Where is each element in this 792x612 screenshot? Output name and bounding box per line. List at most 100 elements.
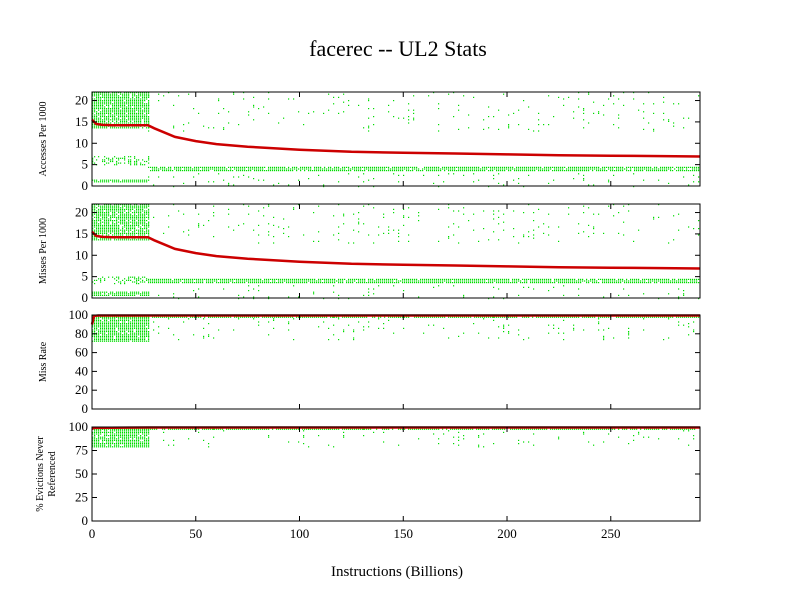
scatter-point (402, 280, 404, 282)
scatter-point (698, 181, 700, 183)
scatter-point (293, 208, 295, 210)
scatter-point (130, 339, 132, 341)
scatter-point (188, 170, 190, 172)
scatter-point (392, 316, 394, 318)
scatter-point (686, 168, 688, 170)
scatter-point (136, 283, 138, 285)
scatter-point (538, 170, 540, 172)
scatter-point (148, 112, 150, 114)
scatter-point (124, 226, 126, 228)
scatter-point (694, 278, 696, 280)
scatter-point (100, 221, 102, 223)
scatter-point (144, 103, 146, 105)
scatter-point (100, 335, 102, 337)
scatter-point (164, 278, 166, 280)
scatter-point (482, 278, 484, 280)
scatter-point (404, 168, 406, 170)
scatter-point (102, 323, 104, 325)
scatter-point (338, 226, 340, 228)
scatter-point (530, 278, 532, 280)
scatter-point (126, 109, 128, 111)
scatter-point (122, 210, 124, 212)
scatter-point (354, 278, 356, 280)
scatter-point (98, 181, 100, 183)
scatter-point (92, 101, 94, 103)
scatter-point (92, 159, 94, 161)
scatter-point (378, 280, 380, 282)
scatter-point (94, 220, 96, 222)
scatter-point (643, 318, 645, 320)
scatter-point (116, 339, 118, 341)
scatter-point (118, 293, 120, 295)
scatter-point (214, 166, 216, 168)
scatter-point (500, 168, 502, 170)
scatter-point (534, 166, 536, 168)
scatter-point (96, 101, 98, 103)
scatter-point (510, 316, 512, 318)
scatter-point (338, 339, 340, 341)
scatter-point (114, 100, 116, 102)
scatter-point (404, 282, 406, 284)
scatter-point (398, 240, 400, 242)
scatter-point (124, 215, 126, 217)
scatter-point (128, 212, 130, 214)
scatter-point (233, 184, 235, 186)
scatter-point (138, 323, 140, 325)
scatter-point (258, 108, 260, 110)
scatter-point (152, 316, 154, 318)
scatter-point (112, 329, 114, 331)
scatter-point (408, 282, 410, 284)
scatter-point (500, 316, 502, 318)
scatter-point (126, 433, 128, 435)
y-tick-label: 0 (82, 290, 89, 305)
scatter-point (363, 205, 365, 207)
scatter-point (410, 282, 412, 284)
scatter-point (418, 316, 420, 318)
scatter-point (120, 446, 122, 448)
scatter-point (102, 228, 104, 230)
scatter-point (128, 162, 130, 164)
scatter-point (116, 108, 118, 110)
scatter-point (588, 282, 590, 284)
scatter-point (196, 280, 198, 282)
scatter-point (126, 435, 128, 437)
scatter-point (312, 280, 314, 282)
scatter-point (106, 92, 108, 94)
scatter-point (112, 293, 114, 295)
scatter-point (642, 166, 644, 168)
scatter-point (576, 280, 578, 282)
scatter-point (686, 278, 688, 280)
scatter-point (114, 101, 116, 103)
scatter-point (384, 168, 386, 170)
scatter-point (104, 207, 106, 209)
scatter-point (362, 170, 364, 172)
scatter-point (390, 282, 392, 284)
scatter-point (418, 220, 420, 222)
scatter-point (394, 168, 396, 170)
scatter-point (138, 92, 140, 94)
scatter-point (268, 334, 270, 336)
scatter-point (140, 108, 142, 110)
scatter-point (116, 234, 118, 236)
scatter-point (238, 298, 240, 300)
scatter-point (152, 166, 154, 168)
scatter-point (253, 104, 255, 106)
scatter-point (146, 327, 148, 329)
scatter-point (396, 278, 398, 280)
scatter-point (128, 111, 130, 113)
scatter-point (122, 279, 124, 281)
scatter-point (696, 168, 698, 170)
scatter-point (232, 280, 234, 282)
scatter-point (108, 239, 110, 241)
scatter-point (416, 280, 418, 282)
scatter-point (374, 168, 376, 170)
scatter-point (198, 166, 200, 168)
scatter-point (118, 119, 120, 121)
scatter-point (98, 220, 100, 222)
scatter-point (384, 316, 386, 318)
scatter-point (618, 98, 620, 100)
scatter-point (128, 229, 130, 231)
scatter-point (496, 282, 498, 284)
scatter-point (678, 168, 680, 170)
scatter-point (128, 324, 130, 326)
